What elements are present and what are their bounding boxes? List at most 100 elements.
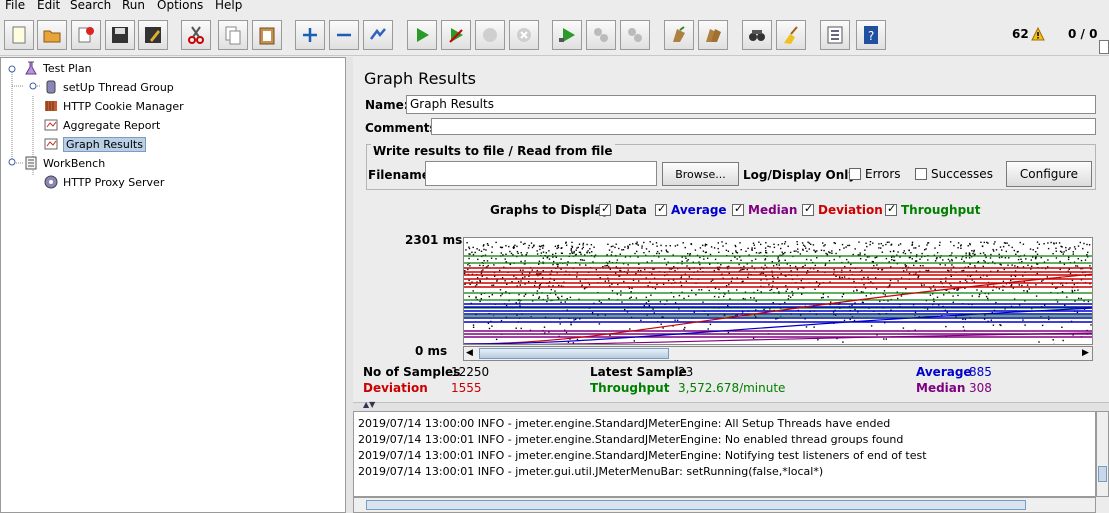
option-data[interactable]: Data (599, 202, 647, 217)
checkbox-box[interactable] (655, 202, 667, 216)
data-point (469, 283, 471, 285)
remote-shutdown-icon[interactable] (620, 20, 650, 50)
remote-stop-icon[interactable] (586, 20, 616, 50)
data-point (885, 338, 887, 340)
start-no-pause-icon[interactable] (441, 20, 471, 50)
average-curve (464, 307, 1092, 344)
data-point (943, 294, 945, 296)
scroll-left-icon[interactable]: ◀ (466, 348, 473, 358)
data-point (636, 241, 638, 243)
checkbox-box[interactable] (802, 202, 814, 216)
option-throughput[interactable]: Throughput (885, 202, 980, 217)
checkbox-box[interactable] (599, 202, 611, 216)
graph-scrollbar[interactable]: ◀ ▶ (463, 346, 1093, 361)
cut-icon[interactable] (181, 20, 211, 50)
data-point (563, 281, 565, 283)
scroll-thumb[interactable] (1098, 466, 1107, 482)
test-plan-tree[interactable]: Test Plan setUp Thread Group HTTP Cookie… (0, 57, 346, 513)
collapse-arrows-icon[interactable]: ▲▼ (363, 400, 376, 409)
scroll-thumb[interactable] (479, 348, 669, 359)
browse-button[interactable]: Browse... (662, 162, 739, 186)
menu-run[interactable]: Run (122, 0, 146, 12)
menu-search[interactable]: Search (70, 0, 112, 12)
data-point (859, 258, 862, 260)
option-average[interactable]: Average (655, 202, 727, 217)
reset-search-icon[interactable] (776, 20, 806, 50)
data-point (626, 272, 628, 274)
data-point (875, 277, 877, 279)
close-icon[interactable] (71, 20, 101, 50)
deviation-label: Deviation (363, 381, 428, 395)
data-point (482, 245, 485, 247)
tree-node-graph-results[interactable]: Graph Results (43, 135, 146, 153)
menu-file[interactable]: File (5, 0, 26, 12)
menu-help[interactable]: Help (215, 0, 243, 12)
split-divider[interactable] (346, 57, 353, 513)
menu-options[interactable]: Options (157, 0, 204, 12)
search-icon[interactable] (742, 20, 772, 50)
data-point (471, 281, 473, 283)
data-point (926, 244, 928, 246)
checkbox-box[interactable] (915, 168, 927, 180)
tree-node-proxy-server[interactable]: HTTP Proxy Server (43, 173, 164, 191)
successes-checkbox[interactable]: Successes (915, 167, 993, 181)
tree-node-aggregate-report[interactable]: Aggregate Report (43, 116, 160, 134)
save-as-icon[interactable] (138, 20, 168, 50)
menu-edit[interactable]: Edit (37, 0, 61, 12)
filename-field[interactable] (425, 161, 657, 186)
help-icon[interactable]: ? (856, 20, 886, 50)
open-icon[interactable] (37, 20, 67, 50)
scroll-thumb[interactable] (366, 500, 1026, 510)
data-point (499, 269, 501, 272)
data-point (468, 247, 471, 250)
option-median[interactable]: Median (732, 202, 797, 217)
toggle-icon[interactable] (363, 20, 393, 50)
data-point (751, 260, 753, 262)
log-splitter[interactable]: ▲▼ (353, 400, 1109, 411)
save-icon[interactable] (105, 20, 135, 50)
data-point (887, 300, 889, 302)
data-point (560, 252, 563, 254)
checkbox-box[interactable] (849, 168, 861, 180)
errors-checkbox[interactable]: Errors (849, 167, 901, 181)
data-point (862, 301, 864, 304)
data-point (672, 254, 674, 256)
collapse-icon[interactable] (329, 20, 359, 50)
data-point (1014, 275, 1017, 278)
scroll-right-icon[interactable]: ▶ (1082, 348, 1089, 358)
data-point (561, 252, 563, 254)
copy-icon[interactable] (218, 20, 248, 50)
data-point (755, 309, 757, 311)
clear-all-icon[interactable] (698, 20, 728, 50)
name-field[interactable]: Graph Results (406, 95, 1096, 114)
log-vertical-scrollbar[interactable] (1096, 411, 1109, 497)
checkbox-box[interactable] (732, 202, 744, 216)
tree-node-cookie-manager[interactable]: HTTP Cookie Manager (43, 97, 184, 115)
tree-node-label: Test Plan (43, 61, 92, 75)
warning-icon[interactable] (1031, 26, 1045, 41)
log-panel: 2019/07/14 13:00:00 INFO - jmeter.engine… (353, 411, 1096, 497)
function-helper-icon[interactable] (820, 20, 850, 50)
tree-node-test-plan[interactable]: Test Plan (23, 59, 92, 77)
data-point (741, 281, 743, 283)
start-icon[interactable] (407, 20, 437, 50)
stop-icon[interactable] (475, 20, 505, 50)
comments-field[interactable] (431, 118, 1096, 135)
data-point (1015, 253, 1017, 255)
log-horizontal-scrollbar[interactable] (353, 497, 1096, 513)
tree-node-setup-thread-group[interactable]: setUp Thread Group (43, 78, 174, 96)
option-deviation[interactable]: Deviation (802, 202, 883, 217)
paste-icon[interactable] (252, 20, 282, 50)
checkbox-box[interactable] (885, 202, 897, 216)
data-point (714, 287, 717, 290)
data-point (632, 279, 635, 282)
remote-start-icon[interactable] (552, 20, 582, 50)
data-point (935, 258, 938, 260)
new-icon[interactable] (4, 20, 34, 50)
shutdown-icon[interactable] (509, 20, 539, 50)
expand-icon[interactable] (295, 20, 325, 50)
clear-icon[interactable] (664, 20, 694, 50)
data-point (908, 256, 911, 259)
configure-button[interactable]: Configure (1006, 161, 1092, 187)
tree-node-workbench[interactable]: WorkBench (23, 154, 105, 172)
